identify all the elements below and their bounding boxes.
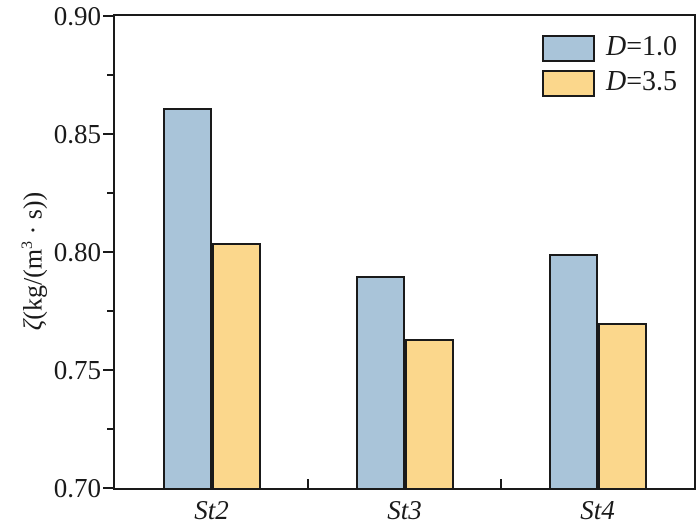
- y-major-tick: [103, 15, 113, 17]
- y-axis-title-tail: · s)): [18, 191, 48, 241]
- x-category-label: St2: [194, 495, 229, 525]
- y-minor-tick: [107, 310, 113, 312]
- legend-swatch: [542, 70, 595, 97]
- bar-st3-d3.5: [404, 339, 454, 489]
- y-tick-label: 0.80: [53, 237, 101, 267]
- bar-st4-d3.5: [597, 322, 647, 489]
- bar-st3-d1.0: [355, 275, 405, 489]
- legend-label-variable: D: [606, 31, 627, 62]
- y-tick-label: 0.70: [53, 473, 101, 503]
- y-minor-tick: [107, 192, 113, 194]
- bar-st2-d3.5: [211, 242, 261, 489]
- y-minor-tick: [107, 428, 113, 430]
- x-category-label: St3: [387, 495, 422, 525]
- y-minor-tick: [107, 74, 113, 76]
- y-tick-label: 0.85: [53, 119, 101, 149]
- x-category-label: St4: [580, 495, 615, 525]
- y-axis-title-exponent: 3: [19, 240, 36, 249]
- x-tick: [500, 479, 502, 488]
- x-tick: [307, 479, 309, 488]
- legend-label: D=3.5: [606, 68, 700, 96]
- y-tick-label: 0.75: [53, 355, 101, 385]
- y-major-tick: [103, 251, 113, 253]
- legend-label-value: =1.0: [626, 31, 678, 62]
- legend-label-value: =3.5: [626, 66, 678, 97]
- legend-swatch: [542, 35, 595, 62]
- y-major-tick: [103, 133, 113, 135]
- bar-st2-d1.0: [162, 108, 212, 489]
- bar-st4-d1.0: [548, 254, 598, 489]
- y-tick-label: 0.90: [53, 1, 101, 31]
- y-major-tick: [103, 369, 113, 371]
- legend-label-variable: D: [606, 66, 627, 97]
- legend-label: D=1.0: [606, 33, 700, 61]
- y-axis-title-zeta: ζ: [18, 319, 48, 331]
- y-major-tick: [103, 487, 113, 489]
